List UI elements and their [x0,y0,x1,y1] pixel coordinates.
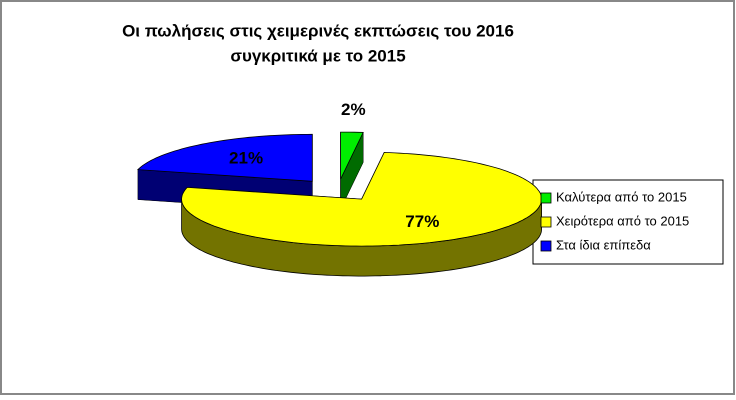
chart-title: συγκριτικά με το 2015 [230,46,405,65]
chart-title: Οι πωλήσεις στις χειμερινές εκπτώσεις το… [122,21,514,40]
legend-box [532,179,724,265]
pie-slice [340,131,364,180]
legend-swatch [540,192,552,204]
value-label: 21% [229,149,263,168]
legend-label: Στα ίδια επίπεδα [556,237,651,252]
pie-slice [181,151,542,247]
value-label: 2% [341,100,366,119]
legend-swatch [540,216,552,228]
value-label: 77% [405,212,439,231]
legend-swatch [540,240,552,252]
legend-label: Χειρότερα από το 2015 [556,213,689,228]
pie-slice [136,133,313,182]
legend-label: Καλύτερα από το 2015 [556,189,687,204]
